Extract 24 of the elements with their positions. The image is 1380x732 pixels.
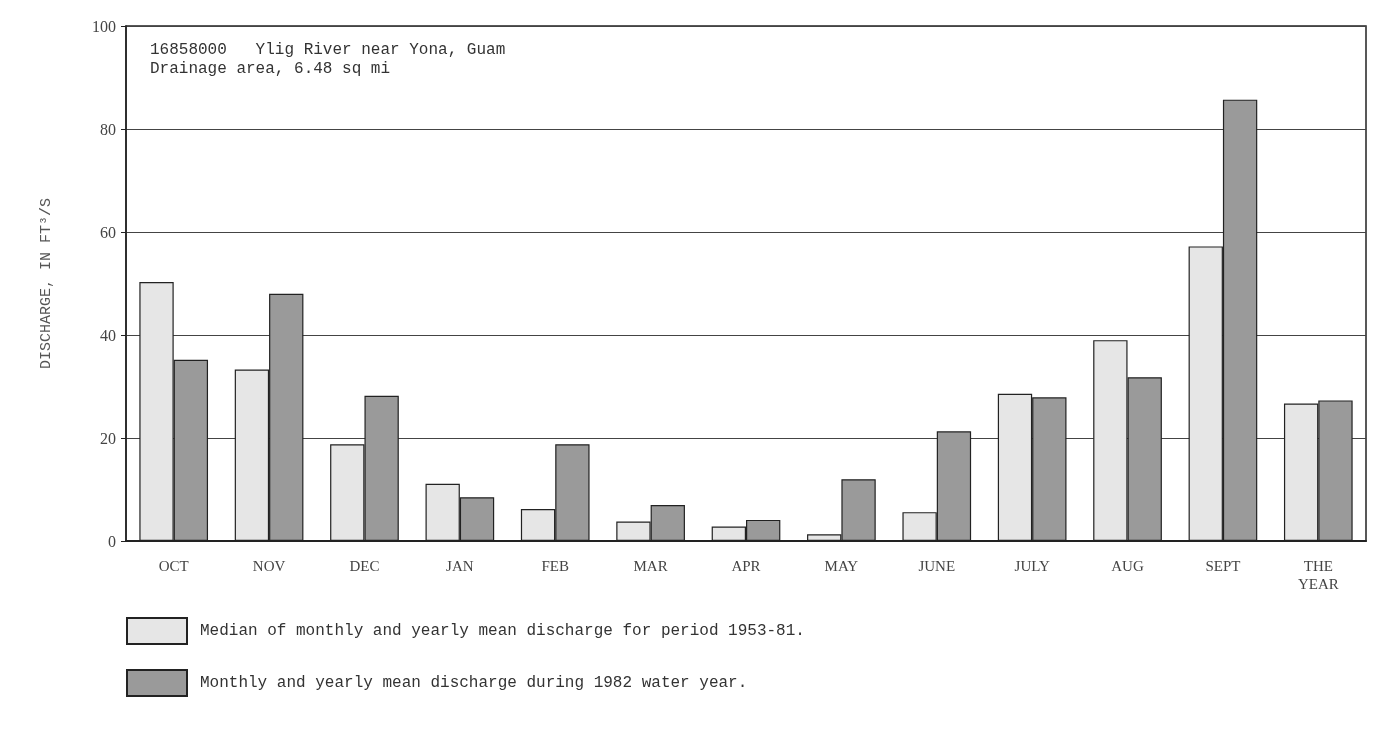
legend-label: Median of monthly and yearly mean discharge for period 1953-81.: [200, 622, 805, 640]
x-tick-label: MAR: [633, 558, 668, 574]
x-tick-label: JULY: [1014, 558, 1050, 574]
y-tick-label: 100: [92, 17, 116, 35]
x-tick-label: THE YEAR: [1297, 558, 1339, 592]
annotation: 16858000 Ylig River near Yona, Guam: [150, 41, 506, 59]
y-tick-label: 0: [108, 532, 116, 550]
y-tick-label: 20: [100, 429, 116, 447]
x-tick-label: FEB: [541, 558, 569, 574]
x-tick-label: APR: [731, 558, 761, 574]
x-tick-label: MAY: [824, 558, 859, 574]
y-tick-label: 60: [100, 223, 116, 241]
y-axis-title: DISCHARGE, IN FT³/S: [38, 197, 55, 370]
x-tick-label: NOV: [252, 558, 286, 574]
x-tick-label: AUG: [1111, 558, 1144, 574]
legend-label: Monthly and yearly mean discharge during 1982 water year.: [200, 674, 748, 692]
y-tick-label: 80: [100, 120, 116, 138]
annotation: Drainage area, 6.48 sq mi: [150, 60, 391, 78]
x-tick-label: JAN: [446, 558, 474, 574]
y-tick-label: 40: [100, 326, 116, 344]
x-tick-label: JUNE: [918, 558, 956, 574]
x-tick-label: DEC: [349, 558, 380, 574]
x-tick-label: SEPT: [1205, 558, 1241, 574]
x-tick-label: OCT: [158, 558, 189, 574]
